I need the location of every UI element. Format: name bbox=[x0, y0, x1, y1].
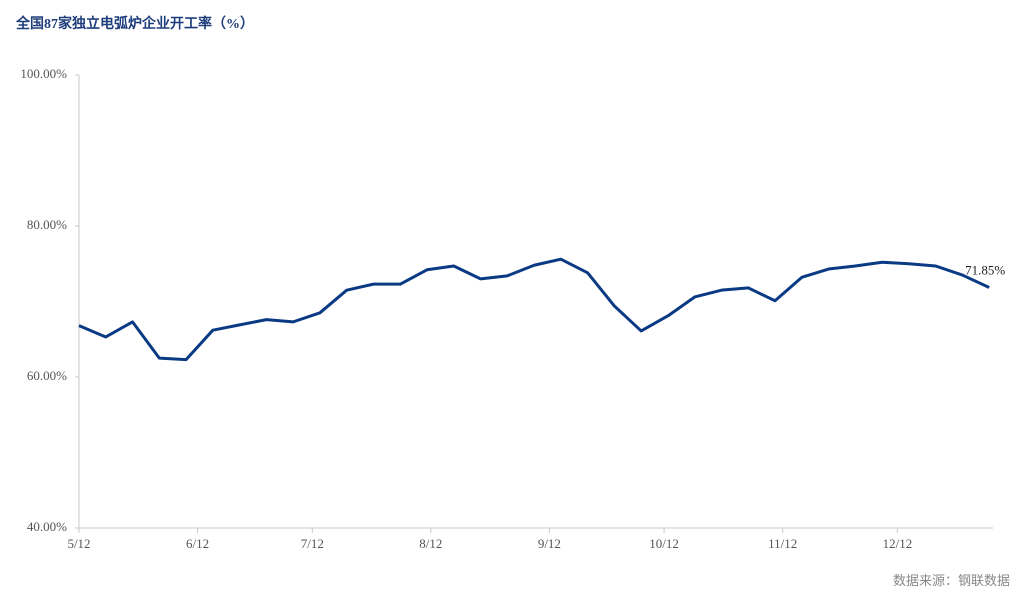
x-tick-label: 6/12 bbox=[186, 536, 209, 551]
source-note: 数据来源：钢联数据 bbox=[893, 573, 1010, 588]
series-line bbox=[78, 257, 990, 362]
x-tick-label: 5/12 bbox=[67, 536, 90, 551]
x-tick-label: 12/12 bbox=[883, 536, 913, 551]
y-tick-label: 80.00% bbox=[27, 217, 67, 232]
chart-title: 全国87家独立电弧炉企业开工率（%） bbox=[15, 15, 254, 32]
x-tick-label: 8/12 bbox=[419, 536, 442, 551]
x-tick-label: 7/12 bbox=[301, 536, 324, 551]
x-tick-label: 11/12 bbox=[768, 536, 797, 551]
y-tick-label: 60.00% bbox=[27, 368, 67, 383]
data-label: 71.85% bbox=[965, 263, 1005, 278]
x-tick-label: 9/12 bbox=[538, 536, 561, 551]
y-tick-label: 40.00% bbox=[27, 519, 67, 534]
y-tick-label: 100.00% bbox=[20, 66, 67, 81]
x-tick-label: 10/12 bbox=[649, 536, 679, 551]
